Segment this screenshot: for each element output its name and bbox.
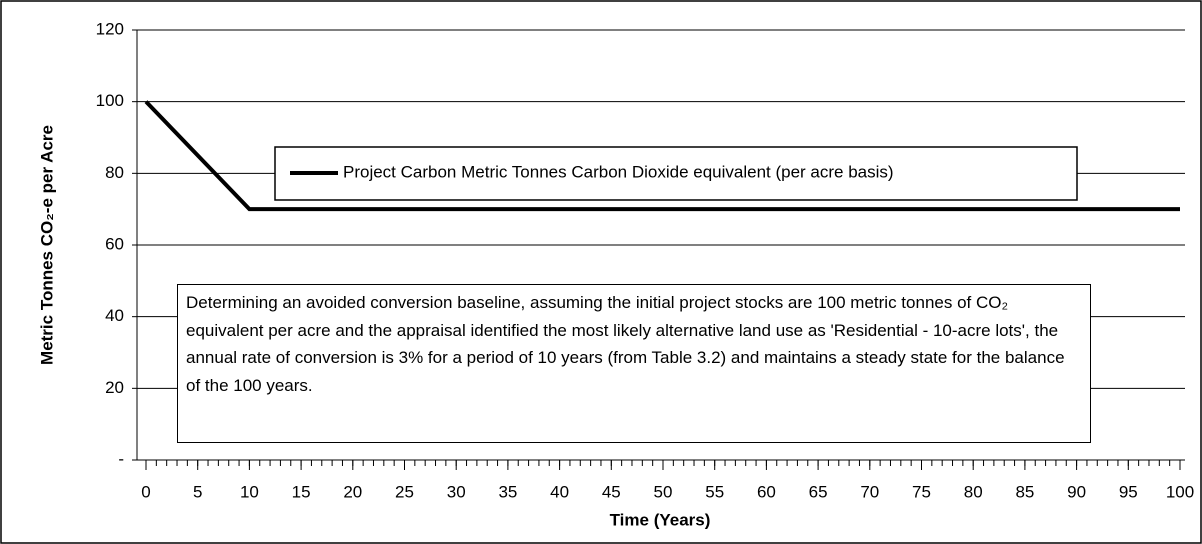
legend-box xyxy=(274,146,1078,201)
x-axis-label: Time (Years) xyxy=(610,510,711,529)
x-tick-label: 35 xyxy=(498,482,517,501)
y-tick-label: - xyxy=(118,449,124,468)
x-tick-label: 0 xyxy=(141,482,150,501)
y-tick-label: 80 xyxy=(105,163,124,182)
x-tick-label: 100 xyxy=(1166,482,1194,501)
x-tick-label: 30 xyxy=(447,482,466,501)
y-tick-label: 20 xyxy=(105,378,124,397)
x-tick-label: 95 xyxy=(1119,482,1138,501)
x-tick-label: 20 xyxy=(343,482,362,501)
x-tick-label: 70 xyxy=(860,482,879,501)
y-axis-label: Metric Tonnes CO₂-e per Acre xyxy=(37,125,56,365)
annotation: Determining an avoided conversion baseli… xyxy=(177,284,1091,443)
y-tick-label: 120 xyxy=(96,19,124,38)
x-tick-label: 75 xyxy=(912,482,931,501)
x-tick-label: 15 xyxy=(292,482,311,501)
x-tick-label: 60 xyxy=(757,482,776,501)
x-tick-label: 55 xyxy=(705,482,724,501)
x-tick-label: 65 xyxy=(809,482,828,501)
y-tick-label: 40 xyxy=(105,306,124,325)
legend-label: Project Carbon Metric Tonnes Carbon Diox… xyxy=(343,162,894,181)
x-tick-label: 80 xyxy=(964,482,983,501)
x-tick-label: 85 xyxy=(1015,482,1034,501)
x-tick-label: 5 xyxy=(193,482,202,501)
y-tick-label: 60 xyxy=(105,234,124,253)
x-tick-label: 25 xyxy=(395,482,414,501)
x-tick-label: 90 xyxy=(1067,482,1086,501)
x-tick-label: 40 xyxy=(550,482,569,501)
x-tick-label: 45 xyxy=(602,482,621,501)
y-tick-label: 100 xyxy=(96,91,124,110)
data-line xyxy=(144,100,1180,212)
x-tick-label: 50 xyxy=(654,482,673,501)
x-tick-label: 10 xyxy=(240,482,259,501)
